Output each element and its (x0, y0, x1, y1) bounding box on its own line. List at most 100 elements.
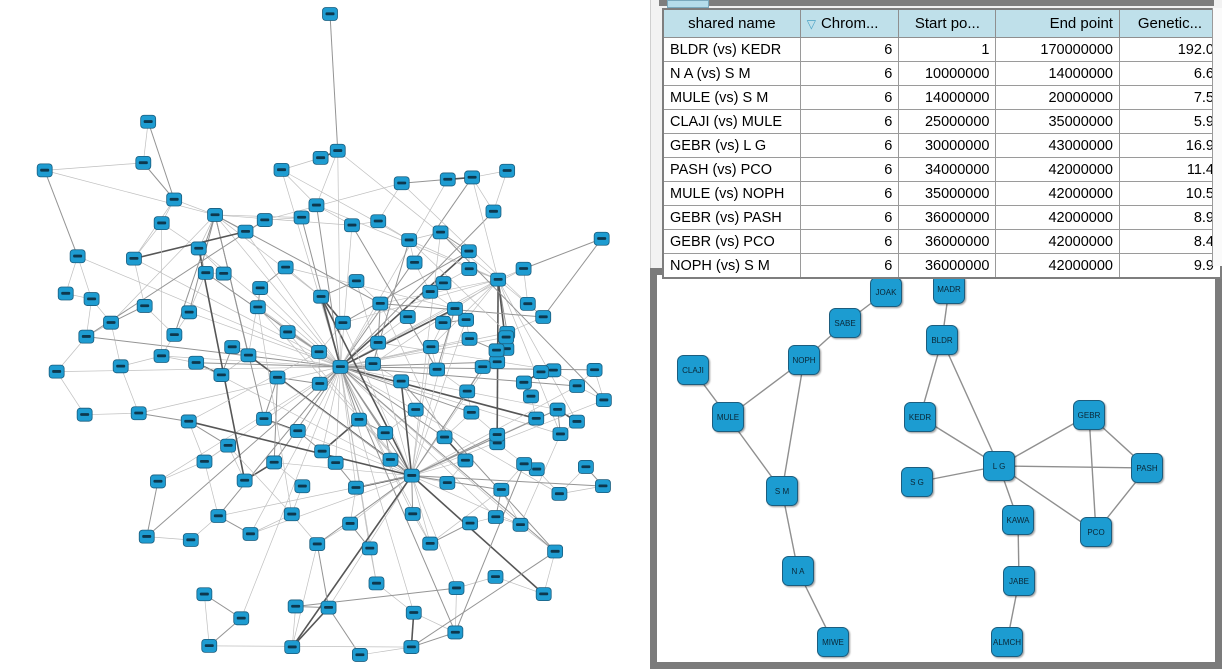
network-edge[interactable] (133, 258, 341, 368)
graph-node[interactable] (393, 176, 410, 191)
table-cell[interactable]: 6 (799, 253, 900, 279)
node-kedr[interactable]: KEDR (904, 402, 936, 432)
graph-node[interactable] (448, 581, 465, 596)
graph-node[interactable] (327, 455, 344, 470)
graph-node[interactable] (436, 430, 453, 445)
graph-node[interactable] (190, 241, 207, 256)
table-cell[interactable]: 192.0 (1118, 37, 1222, 62)
network-edge[interactable] (138, 412, 189, 422)
table-row[interactable]: MULE (vs) S M 6 14000000 20000000 7.5 (662, 85, 1222, 110)
network-edge[interactable] (316, 544, 330, 608)
graph-node[interactable] (487, 569, 504, 584)
graph-node[interactable] (181, 305, 198, 320)
table-cell[interactable]: GEBR (vs) L G (662, 133, 801, 158)
network-edge[interactable] (340, 366, 414, 515)
network-edge[interactable] (146, 366, 341, 538)
graph-node[interactable] (485, 204, 502, 219)
graph-node[interactable] (78, 329, 95, 344)
table-cell[interactable]: 6 (799, 109, 900, 134)
network-edge[interactable] (340, 366, 497, 518)
graph-node[interactable] (493, 482, 510, 497)
graph-node[interactable] (432, 225, 449, 240)
table-cell[interactable]: BLDR (vs) KEDR (662, 37, 801, 62)
table-cell[interactable]: 36000000 (898, 253, 997, 279)
network-edge[interactable] (340, 211, 494, 368)
network-edge[interactable] (543, 551, 556, 595)
graph-node[interactable] (512, 517, 529, 532)
network-edge[interactable] (342, 322, 413, 476)
graph-node[interactable] (130, 406, 147, 421)
node-kawa[interactable]: KAWA (1002, 505, 1034, 535)
graph-node[interactable] (207, 208, 223, 222)
network-edge[interactable] (340, 366, 537, 420)
graph-node[interactable] (405, 605, 422, 620)
table-cell[interactable]: 42000000 (995, 253, 1120, 279)
network-edge[interactable] (259, 287, 341, 368)
network-edge[interactable] (285, 267, 456, 310)
table-cell[interactable]: 35000000 (898, 181, 997, 206)
graph-node[interactable] (370, 335, 386, 350)
node-pash[interactable]: PASH (1131, 453, 1163, 483)
graph-node[interactable] (595, 479, 611, 494)
table-cell[interactable]: MULE (vs) NOPH (662, 181, 801, 206)
graph-node[interactable] (236, 473, 253, 488)
graph-node[interactable] (240, 348, 257, 363)
table-cell[interactable]: 7.5 (1118, 85, 1222, 110)
network-edge[interactable] (214, 214, 341, 368)
graph-node[interactable] (423, 340, 439, 354)
network-edge[interactable] (188, 420, 412, 477)
graph-node[interactable] (535, 310, 552, 324)
graph-node[interactable] (215, 266, 232, 281)
network-edge[interactable] (340, 366, 560, 495)
network-edge[interactable] (240, 366, 341, 619)
graph-node[interactable] (342, 516, 359, 531)
graph-node[interactable] (435, 315, 451, 330)
network-edge[interactable] (411, 551, 556, 648)
graph-node[interactable] (233, 611, 250, 626)
graph-node[interactable] (552, 427, 569, 442)
table-cell[interactable]: 20000000 (995, 85, 1120, 110)
network-edge[interactable] (340, 225, 353, 367)
overview-network-canvas[interactable] (0, 0, 650, 669)
table-cell[interactable]: 9.9 (1118, 253, 1222, 279)
network-edge[interactable] (340, 177, 473, 368)
network-edge[interactable] (44, 170, 79, 257)
graph-node[interactable] (166, 192, 183, 207)
table-cell[interactable]: 6 (799, 37, 900, 62)
graph-node[interactable] (277, 260, 294, 275)
graph-node[interactable] (370, 214, 387, 229)
graph-node[interactable] (166, 327, 183, 342)
network-edge[interactable] (358, 419, 412, 476)
network-edge[interactable] (378, 342, 554, 371)
graph-node[interactable] (569, 414, 585, 429)
graph-node[interactable] (399, 310, 416, 324)
graph-node[interactable] (403, 640, 420, 654)
graph-node[interactable] (249, 300, 266, 315)
graph-node[interactable] (351, 412, 367, 427)
network-edge[interactable] (273, 377, 279, 463)
network-edge[interactable] (77, 255, 341, 368)
graph-node[interactable] (224, 340, 241, 354)
graph-node[interactable] (294, 479, 311, 494)
network-edge[interactable] (157, 366, 341, 482)
graph-node[interactable] (213, 368, 230, 382)
table-cell[interactable]: GEBR (vs) PASH (662, 205, 801, 230)
graph-node[interactable] (76, 407, 93, 422)
network-edge[interactable] (340, 338, 470, 368)
table-cell[interactable]: 36000000 (898, 205, 997, 230)
table-cell[interactable]: 10.5 (1118, 181, 1222, 206)
table-cell[interactable]: 6 (799, 61, 900, 86)
graph-node[interactable] (284, 640, 301, 655)
table-cell[interactable]: 6 (799, 133, 900, 158)
network-edge[interactable] (335, 366, 341, 463)
graph-node[interactable] (523, 389, 539, 404)
table-cell[interactable]: 11.4 (1118, 157, 1222, 182)
table-cell[interactable]: 36000000 (898, 229, 997, 254)
network-edge[interactable] (542, 238, 603, 318)
table-cell[interactable]: 42000000 (995, 205, 1120, 230)
graph-node[interactable] (422, 284, 439, 299)
network-edge[interactable] (342, 250, 470, 324)
network-edge[interactable] (340, 366, 472, 414)
graph-node[interactable] (422, 536, 439, 551)
network-edge[interactable] (340, 366, 445, 438)
